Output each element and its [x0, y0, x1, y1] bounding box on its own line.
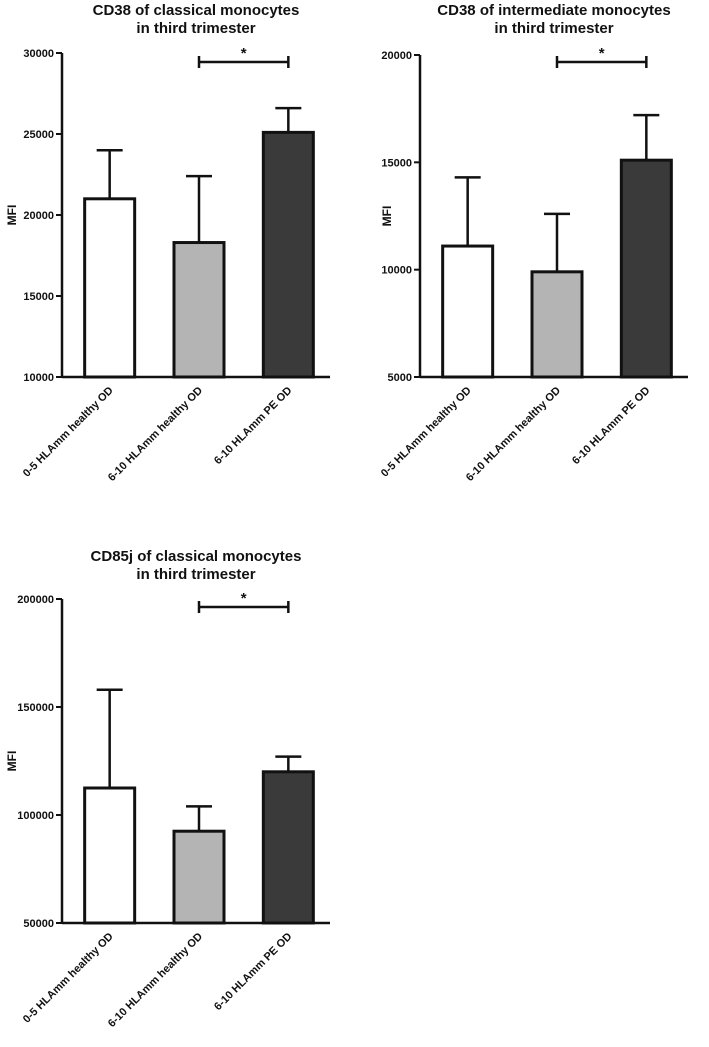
y-axis-label: MFI [5, 205, 19, 226]
y-tick-label: 10000 [381, 265, 412, 277]
significance-label: * [599, 45, 605, 62]
y-tick-label: 20000 [381, 50, 412, 62]
y-tick-label: 5000 [388, 372, 412, 384]
bar [261, 130, 315, 379]
y-tick-label: 10000 [23, 372, 54, 384]
x-category-label: 6-10 HLAmm healthy OD [106, 931, 205, 1030]
x-category-label: 6-10 HLAmm PE OD [570, 385, 652, 467]
chart-title: CD38 of intermediate monocytes [437, 2, 670, 19]
chart-title: CD38 of classical monocytes [93, 2, 300, 19]
bar [530, 270, 584, 379]
chart-title: CD85j of classical monocytes [91, 548, 302, 565]
bar [83, 197, 137, 379]
bar [83, 786, 137, 925]
y-tick-label: 150000 [17, 702, 54, 714]
y-axis-label: MFI [5, 751, 19, 772]
y-tick-label: 15000 [23, 291, 54, 303]
bar [619, 158, 673, 379]
y-tick-label: 100000 [17, 810, 54, 822]
y-tick-label: 15000 [381, 157, 412, 169]
y-tick-label: 20000 [23, 210, 54, 222]
x-category-label: 6-10 HLAmm healthy OD [464, 385, 563, 484]
y-axis-label: MFI [380, 206, 394, 227]
x-category-label: 0-5 HLAmm healthy OD [21, 931, 116, 1026]
x-category-label: 0-5 HLAmm healthy OD [21, 385, 116, 480]
x-category-label: 6-10 HLAmm PE OD [212, 385, 294, 467]
bar [172, 241, 226, 379]
bar [441, 244, 495, 379]
significance-label: * [241, 45, 247, 62]
chart-title: in third trimester [136, 20, 255, 37]
y-tick-label: 50000 [23, 918, 54, 930]
chart-title: in third trimester [494, 20, 613, 37]
significance-label: * [241, 590, 247, 607]
chart-title: in third trimester [136, 566, 255, 583]
bar [261, 770, 315, 925]
y-tick-label: 30000 [23, 48, 54, 60]
x-category-label: 6-10 HLAmm PE OD [212, 931, 294, 1013]
y-tick-label: 200000 [17, 594, 54, 606]
y-tick-label: 25000 [23, 129, 54, 141]
bar [172, 829, 226, 925]
x-category-label: 6-10 HLAmm healthy OD [106, 385, 205, 484]
x-category-label: 0-5 HLAmm healthy OD [379, 385, 474, 480]
